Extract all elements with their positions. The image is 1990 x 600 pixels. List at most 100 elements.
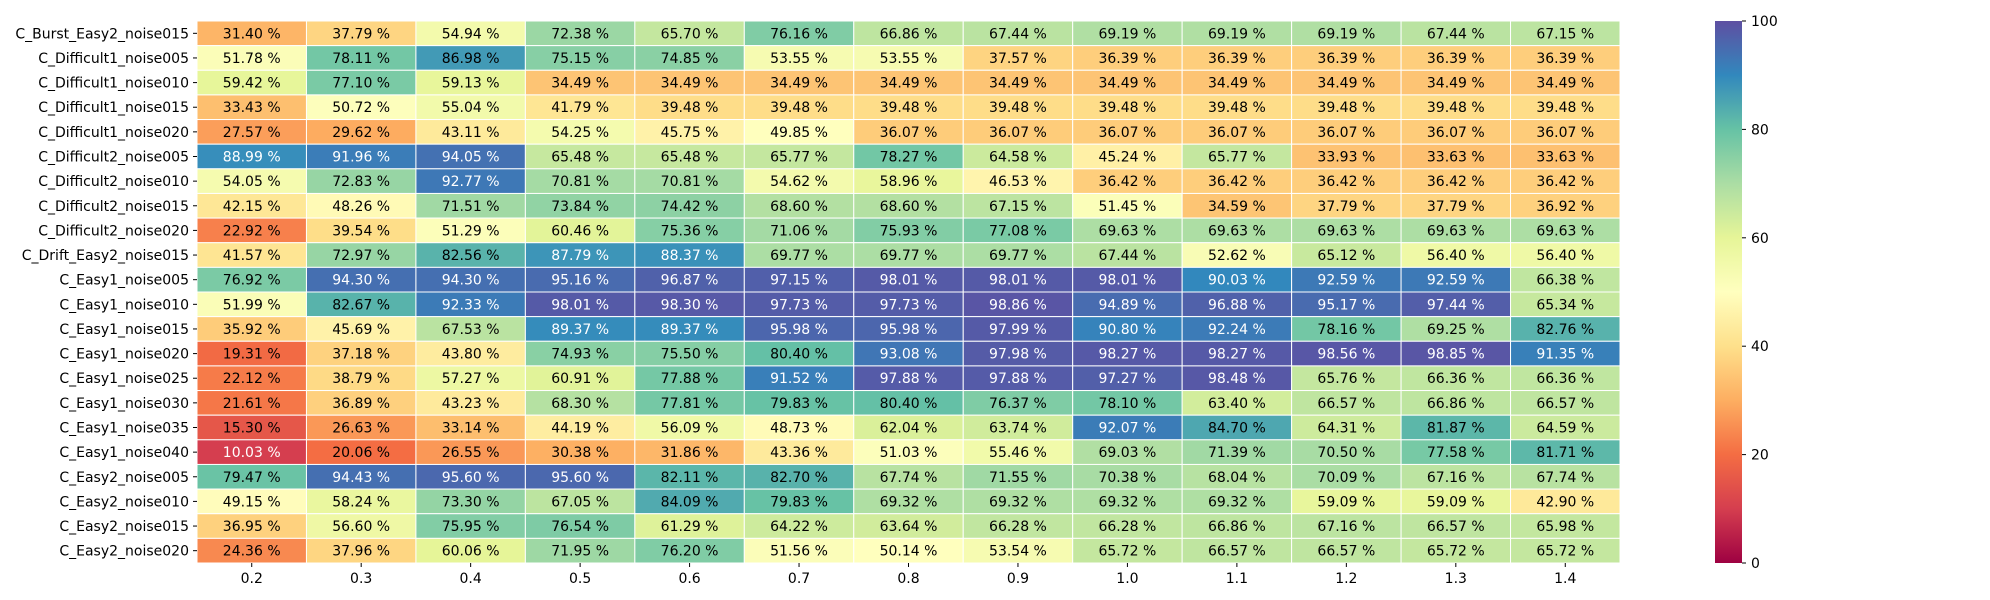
- cell-value-label: 81.87 %: [1427, 421, 1485, 437]
- cell-value-label: 94.30 %: [332, 273, 390, 289]
- cell-value-label: 98.01 %: [551, 297, 609, 313]
- cell-value-label: 54.94 %: [442, 26, 500, 42]
- cell-value-label: 72.38 %: [551, 26, 609, 42]
- cell-value-label: 75.15 %: [551, 51, 609, 67]
- heatmap-cell: [1400, 119, 1512, 145]
- cell-value-label: 66.28 %: [989, 519, 1047, 535]
- heatmap-cell: [196, 463, 307, 490]
- y-tick-label: C_Difficult1_noise020: [38, 125, 189, 141]
- cell-value-label: 41.57 %: [223, 248, 281, 264]
- cell-value-label: 70.09 %: [1317, 470, 1375, 486]
- heatmap-cell: [1510, 192, 1621, 219]
- x-axis-tick-labels: 0.2 0.3 0.4 0.5 0.6 0.7 0.8 0.9 1.0 1.1 1.2 1.3 1.4: [241, 563, 1576, 587]
- heatmap-cell: [1181, 242, 1293, 268]
- cell-value-label: 34.49 %: [661, 76, 719, 92]
- heatmap-cell: [743, 291, 855, 318]
- cell-value-label: 51.03 %: [880, 445, 938, 461]
- cell-value-label: 66.86 %: [1427, 396, 1485, 412]
- cell-value-label: 74.85 %: [661, 51, 719, 67]
- heatmap-cell: [196, 45, 307, 71]
- cell-value-label: 43.23 %: [442, 396, 500, 412]
- x-tick-label: 0.8: [897, 571, 919, 587]
- cell-value-label: 65.76 %: [1317, 371, 1375, 387]
- x-tick-label: 0.3: [350, 571, 372, 587]
- heatmap-cell: [1181, 488, 1293, 515]
- heatmap-cell: [962, 20, 1074, 47]
- cell-value-label: 33.63 %: [1427, 150, 1485, 166]
- x-tick-label: 1.2: [1335, 571, 1357, 587]
- cell-value-label: 80.40 %: [770, 347, 828, 363]
- cell-value-label: 54.05 %: [223, 174, 281, 190]
- cell-value-label: 15.30 %: [223, 421, 281, 437]
- cell-value-label: 31.40 %: [223, 26, 281, 42]
- x-tick-label: 1.4: [1554, 571, 1576, 587]
- cell-value-label: 39.48 %: [1208, 100, 1266, 116]
- cell-value-label: 98.01 %: [880, 273, 938, 289]
- cell-value-label: 98.48 %: [1208, 371, 1266, 387]
- cell-value-label: 67.15 %: [1536, 26, 1594, 42]
- cell-value-label: 48.26 %: [332, 199, 390, 215]
- heatmap-cell: [305, 291, 417, 318]
- cell-value-label: 98.86 %: [989, 297, 1047, 313]
- heatmap-cell: [415, 513, 526, 539]
- cell-value-label: 46.53 %: [989, 174, 1047, 190]
- cell-value-label: 84.09 %: [661, 494, 719, 510]
- cell-value-label: 69.63 %: [1427, 223, 1485, 239]
- cell-value-label: 92.59 %: [1317, 273, 1375, 289]
- cell-value-label: 69.32 %: [1098, 494, 1156, 510]
- cell-value-label: 65.98 %: [1536, 519, 1594, 535]
- cell-value-label: 39.48 %: [1317, 100, 1375, 116]
- heatmap-cell: [305, 537, 417, 564]
- heatmap-cell: [1072, 242, 1183, 268]
- heatmap-cell: [305, 69, 417, 96]
- heatmap-cell: [1072, 143, 1183, 170]
- cell-value-label: 63.74 %: [989, 421, 1047, 437]
- cell-value-label: 55.46 %: [989, 445, 1047, 461]
- heatmap-cell: [415, 94, 526, 121]
- cell-value-label: 33.93 %: [1317, 150, 1375, 166]
- heatmap-cell: [743, 20, 855, 47]
- heatmap-cell: [196, 266, 307, 293]
- cell-value-label: 39.48 %: [880, 100, 938, 116]
- cell-value-label: 69.19 %: [1317, 26, 1375, 42]
- cell-value-label: 36.39 %: [1098, 51, 1156, 67]
- heatmap-cell: [305, 390, 417, 416]
- cell-value-label: 36.42 %: [1536, 174, 1594, 190]
- cell-value-label: 67.44 %: [1427, 26, 1485, 42]
- cell-value-label: 33.14 %: [442, 421, 500, 437]
- heatmap-cell: [1291, 365, 1402, 392]
- cell-value-label: 56.40 %: [1427, 248, 1485, 264]
- cell-value-label: 34.59 %: [1208, 199, 1266, 215]
- cell-value-label: 88.37 %: [661, 248, 719, 264]
- cell-value-label: 66.57 %: [1317, 544, 1375, 560]
- heatmap-cell: [1510, 414, 1621, 441]
- cell-value-label: 77.08 %: [989, 223, 1047, 239]
- cell-value-label: 71.39 %: [1208, 445, 1266, 461]
- heatmap-cell: [1400, 217, 1512, 244]
- cell-value-label: 65.77 %: [770, 150, 828, 166]
- heatmap-cell: [1181, 20, 1293, 47]
- cell-value-label: 75.36 %: [661, 223, 719, 239]
- cell-value-label: 98.01 %: [1098, 273, 1156, 289]
- colorbar-tick-label: 80: [1751, 122, 1769, 138]
- cell-value-label: 98.30 %: [661, 297, 719, 313]
- heatmap-cell: [634, 365, 745, 392]
- cell-value-label: 60.06 %: [442, 544, 500, 560]
- cell-value-label: 27.57 %: [223, 125, 281, 141]
- cell-value-label: 97.27 %: [1098, 371, 1156, 387]
- cell-value-label: 20.06 %: [332, 445, 390, 461]
- heatmap-cell: [1510, 94, 1621, 121]
- cell-value-label: 79.83 %: [770, 494, 828, 510]
- colorbar-tick-label: 40: [1751, 339, 1769, 355]
- cell-value-label: 29.62 %: [332, 125, 390, 141]
- cell-value-label: 75.93 %: [880, 223, 938, 239]
- y-tick-label: C_Easy1_noise040: [59, 445, 189, 461]
- heatmap-cell: [1181, 168, 1293, 194]
- heatmap-cell: [1072, 45, 1183, 71]
- cell-value-label: 43.80 %: [442, 347, 500, 363]
- heatmap-cell: [743, 513, 855, 539]
- cell-value-label: 70.81 %: [661, 174, 719, 190]
- heatmap-cell: [524, 488, 636, 515]
- heatmap-cell: [305, 20, 417, 47]
- y-tick-label: C_Easy2_noise015: [59, 519, 189, 535]
